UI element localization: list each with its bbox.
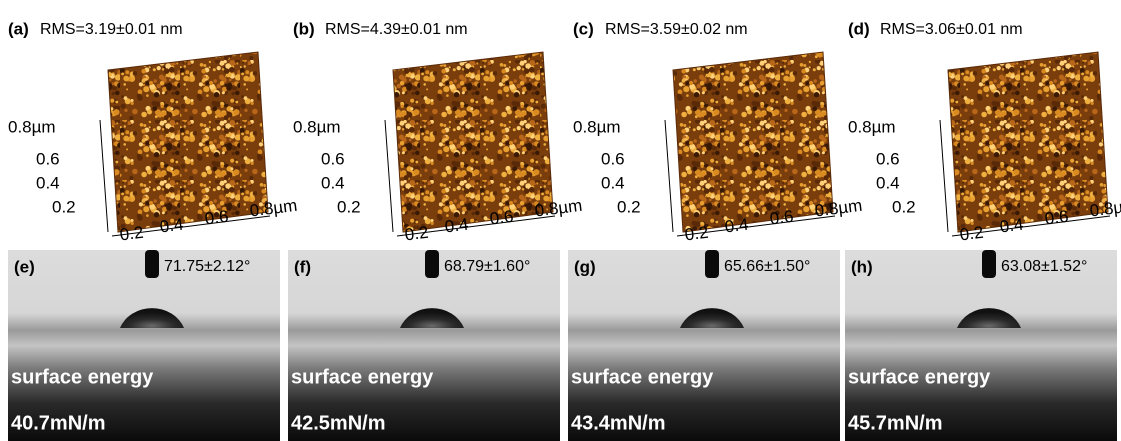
panel-label: (a) <box>8 19 29 38</box>
contact-angle: 65.66±1.50° <box>724 258 810 275</box>
panel-label: (d) <box>848 19 870 38</box>
x-tick-label: 0.4 <box>444 215 470 237</box>
surface-energy-label: surface energy <box>848 366 991 388</box>
figure: (a) RMS=3.19±0.01 nm 0.8µm 0.6 0.4 0.2 0.2 0.4 0… <box>0 0 1121 441</box>
y-tick-label: 0.6 <box>876 149 900 168</box>
x-tick-label: 0.6 <box>489 207 515 229</box>
contact-angle: 63.08±1.52° <box>1001 258 1087 275</box>
panel-label: (c) <box>573 19 594 38</box>
contact-angle: 71.75±2.12° <box>164 258 250 275</box>
y-tick-label: 0.4 <box>601 173 625 192</box>
y-tick-label: 0.2 <box>617 197 641 216</box>
y-tick-label: 0.4 <box>36 173 60 192</box>
rms-text: RMS=3.19±0.01 nm <box>40 21 183 38</box>
x-tick-label: 0.6 <box>1044 207 1070 229</box>
needle <box>982 250 996 278</box>
y-tick-label: 0.6 <box>321 149 345 168</box>
x-tick-label: 0.2 <box>959 223 985 245</box>
panel-label: (e) <box>14 257 35 276</box>
x-tick-label: 0.2 <box>684 223 710 245</box>
y-tick-label: 0.8µm <box>8 117 56 136</box>
y-tick-label: 0.6 <box>601 149 625 168</box>
x-tick-label: 0.2 <box>404 223 430 245</box>
x-tick-label: 0.2 <box>119 223 145 245</box>
panel-label: (g) <box>574 257 596 276</box>
axis-line <box>940 120 948 232</box>
afm-surface <box>108 52 268 232</box>
needle <box>145 250 159 278</box>
afm-surface <box>948 52 1108 232</box>
surface-energy-value: 40.7mN/m <box>11 412 106 434</box>
y-tick-label: 0.4 <box>321 173 345 192</box>
surface-energy-value: 43.4mN/m <box>571 412 666 434</box>
panel-label: (b) <box>293 19 315 38</box>
x-tick-label: 0.6 <box>204 207 230 229</box>
axis-line <box>385 120 393 232</box>
afm-surface <box>673 52 833 232</box>
rms-text: RMS=4.39±0.01 nm <box>325 21 468 38</box>
surface-energy-value: 42.5mN/m <box>291 412 386 434</box>
needle <box>705 250 719 278</box>
surface-energy-label: surface energy <box>571 366 714 388</box>
needle <box>425 250 439 278</box>
axis-line <box>100 120 108 232</box>
y-tick-label: 0.2 <box>337 197 361 216</box>
contact-angle: 68.79±1.60° <box>444 258 530 275</box>
x-tick-label: 0.4 <box>999 215 1025 237</box>
y-tick-label: 0.6 <box>36 149 60 168</box>
y-tick-label: 0.8µm <box>848 117 896 136</box>
y-tick-label: 0.4 <box>876 173 900 192</box>
y-tick-label: 0.2 <box>892 197 916 216</box>
x-tick-label: 0.6 <box>769 207 795 229</box>
y-tick-label: 0.8µm <box>573 117 621 136</box>
panel-label: (f) <box>294 257 311 276</box>
rms-text: RMS=3.06±0.01 nm <box>880 21 1023 38</box>
axis-line <box>665 120 673 232</box>
rms-text: RMS=3.59±0.02 nm <box>605 21 748 38</box>
surface-energy-value: 45.7mN/m <box>848 412 943 434</box>
x-tick-label: 0.4 <box>724 215 750 237</box>
surface-energy-label: surface energy <box>11 366 154 388</box>
y-tick-label: 0.2 <box>52 197 76 216</box>
panel-label: (h) <box>851 257 873 276</box>
x-tick-label: 0.4 <box>159 215 185 237</box>
afm-surface <box>393 52 553 232</box>
y-tick-label: 0.8µm <box>293 117 341 136</box>
surface-energy-label: surface energy <box>291 366 434 388</box>
